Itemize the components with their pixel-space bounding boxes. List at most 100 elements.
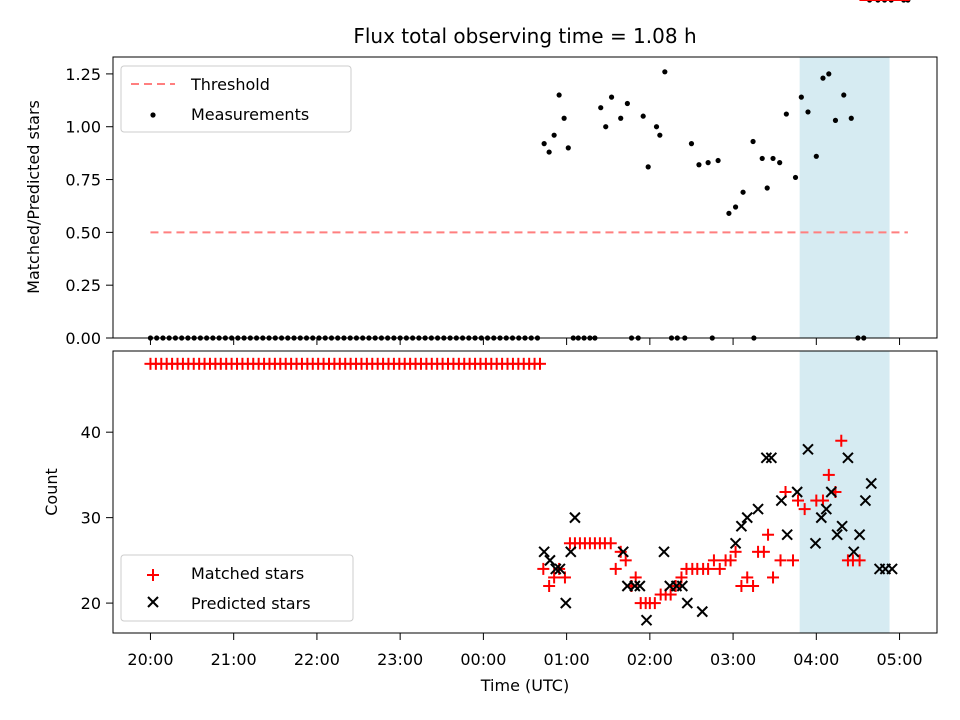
top-y-tick-label: 0.75: [65, 171, 101, 190]
threshold-legend-label: Threshold: [190, 75, 270, 94]
chart-title: Flux total observing time = 1.08 h: [353, 24, 696, 48]
bottom-y-tick-label: 20: [81, 594, 101, 613]
top-x-ticks: [149, 338, 901, 345]
measurement-point: [777, 160, 783, 166]
matched-marker: [853, 554, 866, 567]
bottom-panel: 20 30 40 20:00 21:00 22:00 23:00 00:00 01:00 02:…: [42, 0, 938, 695]
bottom-legend: Matched stars Predicted stars: [120, 554, 354, 622]
bottom-y-tick-label: 30: [81, 509, 101, 528]
measurement-point: [798, 94, 804, 100]
x-tick-label: 21:00: [211, 650, 257, 669]
x-tick-label: 02:00: [627, 650, 673, 669]
predicted-marker: [760, 452, 773, 464]
measurement-point: [826, 71, 832, 77]
measurement-point: [805, 109, 811, 115]
measurements-legend-label: Measurements: [191, 105, 309, 124]
measurement-point: [624, 100, 630, 107]
predicted-marker: [676, 580, 689, 592]
bottom-x-ticks: 20:00 21:00 22:00 23:00 00:00 01:00 02:00 03:00…: [127, 633, 923, 669]
measurement-point: [813, 153, 819, 159]
bottom-axes-frame: [112, 350, 938, 634]
predicted-marker: [802, 443, 814, 455]
matched-marker: [543, 580, 556, 592]
matched-marker: [724, 554, 737, 567]
predicted-marker: [809, 537, 822, 549]
predicted-marker: [658, 546, 670, 558]
predicted-marker: [629, 580, 641, 592]
bottom-legend-box: [120, 554, 354, 622]
matched-marker: [713, 562, 726, 575]
measurement-point: [640, 113, 646, 119]
predicted-marker: [729, 537, 742, 549]
top-y-tick-label: 0.50: [65, 223, 101, 242]
measurement-point: [759, 155, 765, 162]
predicted-marker: [617, 546, 629, 558]
matched-marker: [533, 357, 546, 370]
predicted-marker: [836, 520, 848, 532]
predicted-marker: [820, 503, 833, 515]
measurements-legend-swatch: [150, 112, 156, 118]
bottom-y-ticks: 20 30 40: [81, 423, 113, 613]
measurement-point: [848, 115, 854, 121]
x-tick-label: 23:00: [377, 650, 423, 669]
predicted-marker: [791, 486, 803, 498]
measurement-point: [726, 210, 732, 216]
matched-marker: [792, 494, 805, 507]
predicted-marker: [550, 563, 562, 575]
top-y-tick-label: 1.00: [65, 118, 101, 137]
matched-marker: [835, 434, 848, 447]
predicted-marker: [781, 529, 793, 541]
measurement-point: [551, 132, 557, 138]
top-axes-frame: [112, 56, 938, 339]
top-y-tick-label: 1.25: [65, 65, 101, 84]
predicted-marker: [696, 605, 708, 618]
predicted-marker: [842, 452, 854, 464]
x-tick-label: 00:00: [460, 650, 506, 669]
matched-legend-label: Matched stars: [191, 564, 304, 583]
matched-marker: [648, 597, 661, 610]
matched-marker: [548, 571, 561, 584]
predicted-marker: [565, 546, 577, 558]
x-tick-label: 22:00: [294, 650, 340, 669]
predicted-marker: [544, 554, 556, 567]
matched-marker: [774, 554, 787, 567]
predicted-legend-swatch: [147, 596, 159, 608]
predicted-marker: [765, 452, 778, 464]
measurement-point: [770, 155, 776, 162]
matched-marker: [604, 537, 617, 550]
x-axis-label: Time (UTC): [480, 676, 569, 695]
predicted-marker: [569, 511, 581, 524]
matched-marker: [702, 562, 715, 575]
predicted-marker: [634, 580, 646, 592]
predicted-marker: [752, 503, 764, 515]
predicted-marker: [853, 529, 866, 541]
bottom-y-axis-label: Count: [42, 468, 61, 516]
measurement-point: [715, 157, 721, 164]
measurement-point: [657, 132, 663, 138]
x-tick-label: 20:00: [127, 650, 173, 669]
measurement-point: [541, 141, 547, 147]
matched-marker: [609, 562, 622, 575]
measurement-point: [750, 138, 756, 145]
measurement-point: [561, 115, 567, 121]
matched-marker: [798, 503, 811, 516]
bottom-highlight-span: [799, 351, 890, 633]
matched-legend-swatch: [147, 569, 159, 581]
top-legend-box: [120, 65, 352, 133]
measurement-point: [662, 69, 668, 75]
measurement-point: [645, 164, 651, 170]
matched-marker: [537, 562, 550, 575]
x-tick-label: 01:00: [544, 650, 590, 669]
predicted-marker: [775, 494, 788, 507]
x-tick-label: 03:00: [710, 650, 756, 669]
measurement-point: [598, 105, 604, 111]
predicted-marker: [735, 520, 748, 532]
measurement-point: [764, 185, 770, 191]
predicted-marker: [538, 546, 550, 558]
measurement-point: [603, 124, 609, 130]
predicted-marker: [865, 477, 877, 490]
measurement-point: [556, 92, 562, 98]
matched-marker: [767, 571, 780, 584]
measurement-point: [732, 204, 739, 210]
